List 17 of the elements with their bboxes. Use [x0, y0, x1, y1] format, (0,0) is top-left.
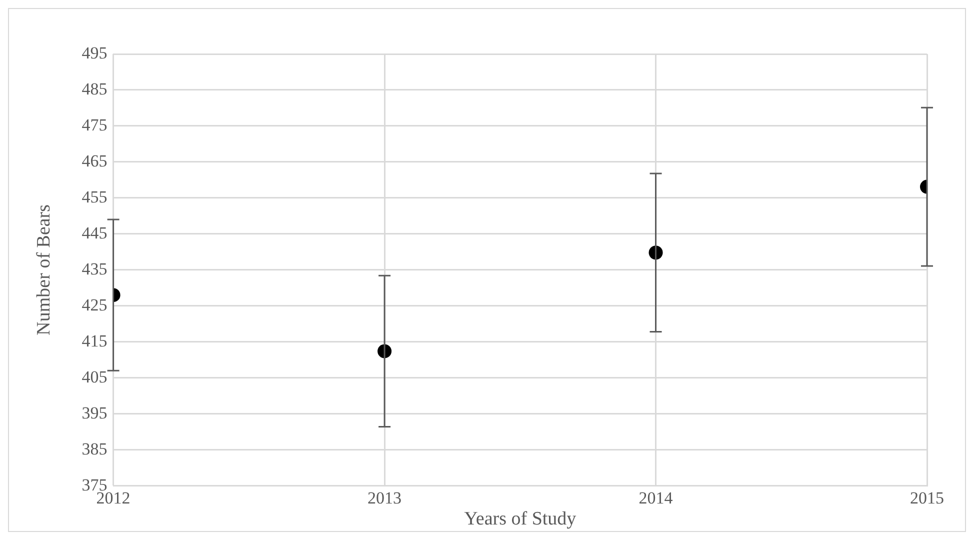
y-tick-label: 385	[82, 439, 108, 458]
y-tick-label: 445	[82, 223, 108, 242]
y-tick-label: 395	[82, 403, 108, 422]
y-tick-label: 425	[82, 295, 108, 314]
y-tick-label: 485	[82, 79, 108, 98]
x-tick-label: 2013	[368, 488, 402, 508]
y-tick-label: 495	[82, 43, 108, 62]
y-tick-label: 465	[82, 151, 108, 170]
x-tick-label: 2015	[910, 488, 944, 508]
y-tick-label: 415	[82, 331, 108, 350]
x-axis-title: Years of Study	[464, 508, 577, 530]
y-tick-label: 435	[82, 259, 108, 278]
y-tick-label: 405	[82, 367, 108, 386]
x-tick-label: 2014	[638, 488, 674, 508]
y-tick-label: 475	[82, 115, 108, 134]
y-tick-label: 455	[82, 187, 108, 206]
y-axis-title: Number of Bears	[33, 204, 54, 336]
